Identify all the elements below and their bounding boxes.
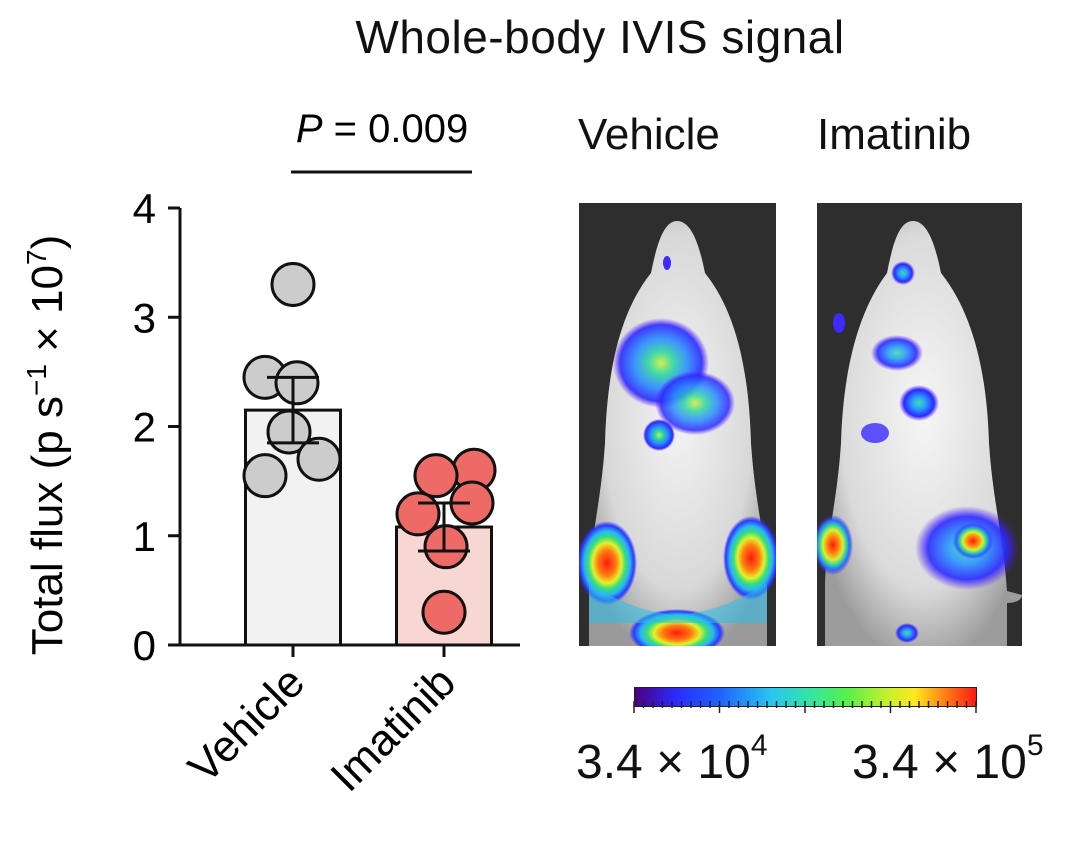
- y-axis-label: Total flux (p s−1 × 107): [21, 235, 72, 655]
- page-title: Whole-body IVIS signal: [355, 11, 845, 63]
- data-point: [296, 436, 342, 482]
- imatinib-mouse-image: [817, 203, 1022, 646]
- x-tick-label: Vehicle: [179, 657, 314, 792]
- y-axis: 0 1 2 3 4: [133, 185, 520, 669]
- bar-chart: 0 1 2 3 4 Vehicle Imatinib P = 0.009 Total fl…: [21, 107, 520, 801]
- error-bars: [267, 375, 470, 553]
- y-tick-label: 0: [133, 622, 156, 669]
- y-tick-label: 3: [133, 294, 156, 341]
- colorbar-min-label: 3.4 × 104: [576, 729, 768, 789]
- y-tick-label: 1: [133, 513, 156, 560]
- vehicle-mouse-image: [579, 203, 776, 646]
- x-tick-label: Imatinib: [321, 657, 465, 801]
- data-point: [274, 360, 320, 406]
- image-label-vehicle: Vehicle: [578, 110, 720, 159]
- data-points: [242, 261, 497, 635]
- data-point: [423, 524, 469, 570]
- x-tick-labels: Vehicle Imatinib: [179, 645, 465, 801]
- data-point: [270, 261, 316, 307]
- data-point: [413, 453, 459, 499]
- colorbar: [633, 687, 977, 713]
- image-label-imatinib: Imatinib: [817, 110, 972, 159]
- p-value-label: P = 0.009: [296, 107, 468, 151]
- data-point: [242, 453, 288, 499]
- significance-annotation: P = 0.009: [291, 107, 472, 174]
- colorbar-max-label: 3.4 × 105: [852, 729, 1044, 789]
- data-point: [421, 589, 467, 635]
- y-tick-label: 2: [133, 404, 156, 451]
- colorbar-ticks: [633, 701, 977, 713]
- y-tick-label: 4: [133, 185, 156, 232]
